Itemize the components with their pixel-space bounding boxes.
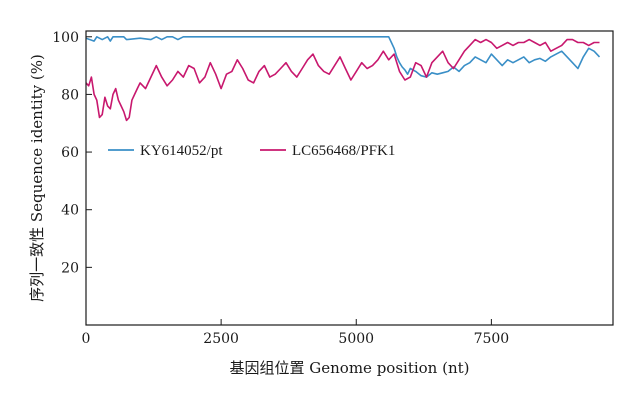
ticks-layer: 0 2500 5000 7500 20 40 60 80 100 bbox=[52, 30, 509, 347]
x-tick-label: 2500 bbox=[203, 331, 239, 347]
y-tick-label: 80 bbox=[61, 87, 79, 103]
y-tick-label: 20 bbox=[61, 260, 79, 276]
legend-label-2: LC656468/PFK1 bbox=[292, 143, 395, 159]
x-axis-title: 基因组位置 Genome position (nt) bbox=[230, 359, 470, 377]
plot-frame bbox=[85, 30, 614, 326]
legend-label-1: KY614052/pt bbox=[140, 143, 223, 159]
x-tick-label: 5000 bbox=[338, 331, 374, 347]
series-layer bbox=[86, 35, 601, 122]
legend: KY614052/pt LC656468/PFK1 bbox=[108, 143, 395, 159]
x-tick-label: 0 bbox=[82, 331, 91, 347]
series-line-2 bbox=[86, 38, 600, 122]
y-tick-label: 100 bbox=[52, 30, 79, 46]
y-axis-title: 序列一致性 Sequence identity (%) bbox=[28, 54, 46, 302]
x-tick-label: 7500 bbox=[474, 331, 510, 347]
y-tick-label: 60 bbox=[61, 145, 79, 161]
series-line-1 bbox=[86, 35, 601, 78]
y-tick-label: 40 bbox=[61, 203, 79, 219]
